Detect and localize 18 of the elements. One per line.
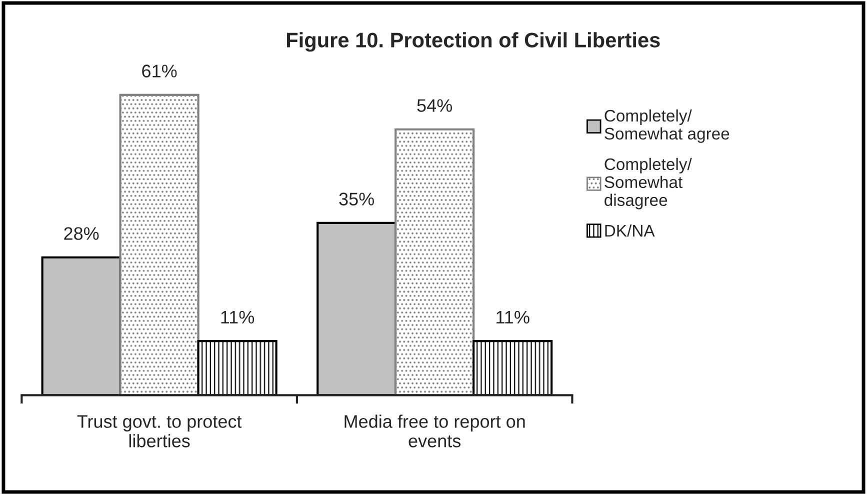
bar [472, 340, 553, 396]
bar [394, 128, 475, 396]
x-tick-label: Trust govt. to protect liberties [77, 415, 242, 448]
legend-label: Completely/ Somewhat agree [604, 109, 730, 143]
data-label: 28% [64, 227, 99, 240]
chart-title: Figure 10. Protection of Civil Liberties [286, 32, 660, 52]
data-label: 54% [417, 99, 452, 112]
x-tick-label: Media free to report on events [344, 414, 525, 448]
data-label: 61% [142, 64, 177, 78]
data-label: 35% [339, 192, 374, 206]
bar [41, 256, 122, 396]
data-label: 11% [221, 310, 254, 324]
bar [119, 94, 200, 396]
legend-label: Completely/ Somewhat disagree [604, 158, 692, 210]
legend-label: DK/NA [605, 224, 655, 237]
data-label: 11% [496, 310, 530, 324]
bar [197, 340, 278, 396]
bar [316, 222, 397, 396]
